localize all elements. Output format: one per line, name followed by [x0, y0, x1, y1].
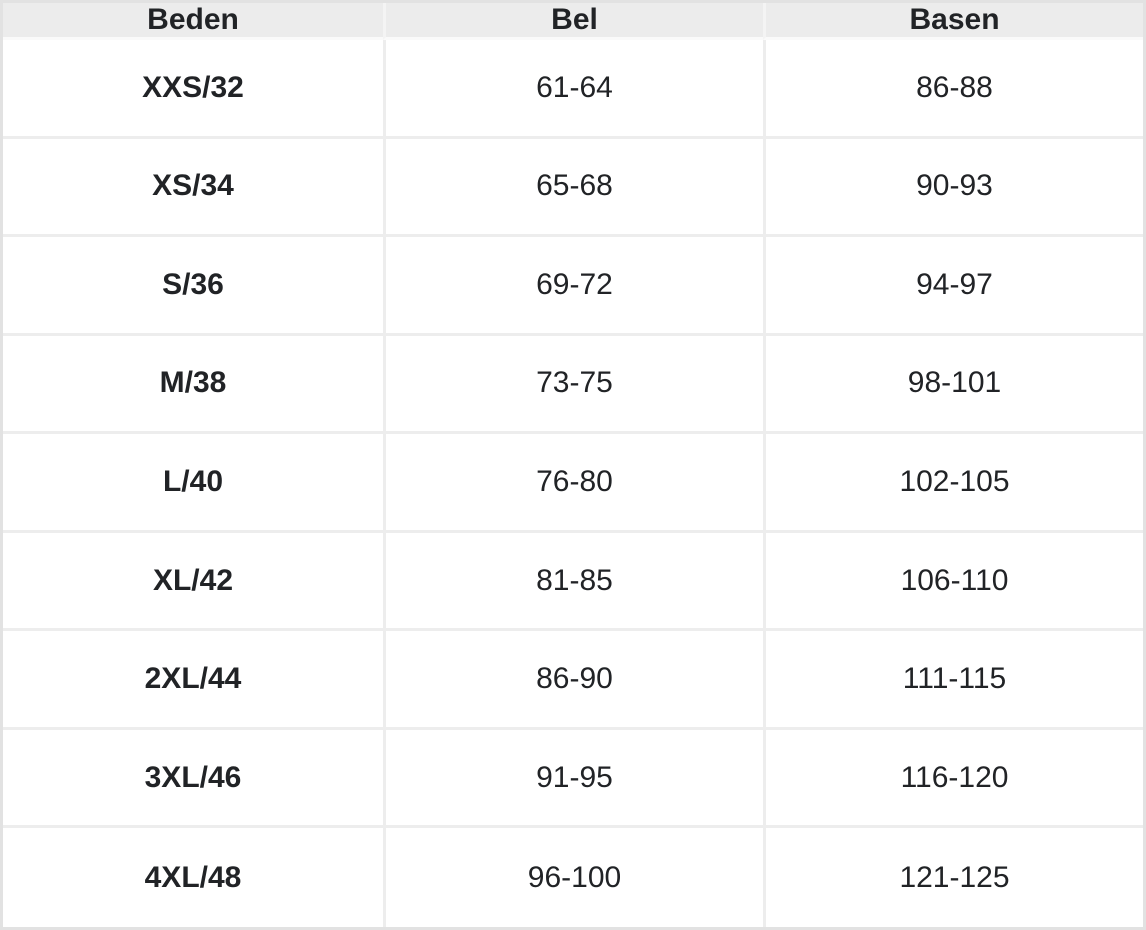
size-cell: XS/34	[3, 138, 383, 238]
hips-cell: 94-97	[763, 237, 1143, 336]
size-cell: 4XL/48	[3, 828, 383, 927]
hips-cell: 98-101	[763, 335, 1143, 435]
hips-cell: 102-105	[763, 434, 1143, 533]
size-chart-header: Beden Bel Basen	[3, 3, 1143, 40]
waist-cell: 61-64	[383, 40, 763, 139]
hips-cell: 121-125	[763, 828, 1143, 927]
size-cell: XXS/32	[3, 40, 383, 139]
size-chart-table: Beden Bel Basen XXS/32 61-64 86-88 XS/34 65-…	[3, 3, 1143, 927]
table-row: 2XL/44 86-90 111-115	[3, 631, 1143, 730]
size-cell: M/38	[3, 335, 383, 435]
size-cell: 2XL/44	[3, 631, 383, 730]
waist-cell: 91-95	[383, 729, 763, 829]
waist-cell: 96-100	[383, 828, 763, 927]
hips-cell: 86-88	[763, 40, 1143, 139]
table-row: M/38 73-75 98-101	[3, 335, 1143, 435]
size-cell: 3XL/46	[3, 729, 383, 829]
hips-cell: 111-115	[763, 631, 1143, 730]
table-row: S/36 69-72 94-97	[3, 237, 1143, 336]
hips-cell: 106-110	[763, 532, 1143, 632]
table-row: XS/34 65-68 90-93	[3, 138, 1143, 238]
size-cell: S/36	[3, 237, 383, 336]
table-row: XXS/32 61-64 86-88	[3, 40, 1143, 139]
size-cell: XL/42	[3, 532, 383, 632]
size-cell: L/40	[3, 434, 383, 533]
column-header-bel: Bel	[383, 3, 763, 40]
table-row: 3XL/46 91-95 116-120	[3, 729, 1143, 829]
hips-cell: 116-120	[763, 729, 1143, 829]
waist-cell: 65-68	[383, 138, 763, 238]
table-row: 4XL/48 96-100 121-125	[3, 828, 1143, 927]
table-row: XL/42 81-85 106-110	[3, 532, 1143, 632]
waist-cell: 73-75	[383, 335, 763, 435]
table-row: L/40 76-80 102-105	[3, 434, 1143, 533]
column-header-basen: Basen	[763, 3, 1143, 40]
hips-cell: 90-93	[763, 138, 1143, 238]
size-chart-body: XXS/32 61-64 86-88 XS/34 65-68 90-93 S/36 69-72…	[3, 40, 1143, 927]
waist-cell: 86-90	[383, 631, 763, 730]
waist-cell: 81-85	[383, 532, 763, 632]
header-row: Beden Bel Basen	[3, 3, 1143, 40]
waist-cell: 76-80	[383, 434, 763, 533]
column-header-beden: Beden	[3, 3, 383, 40]
waist-cell: 69-72	[383, 237, 763, 336]
